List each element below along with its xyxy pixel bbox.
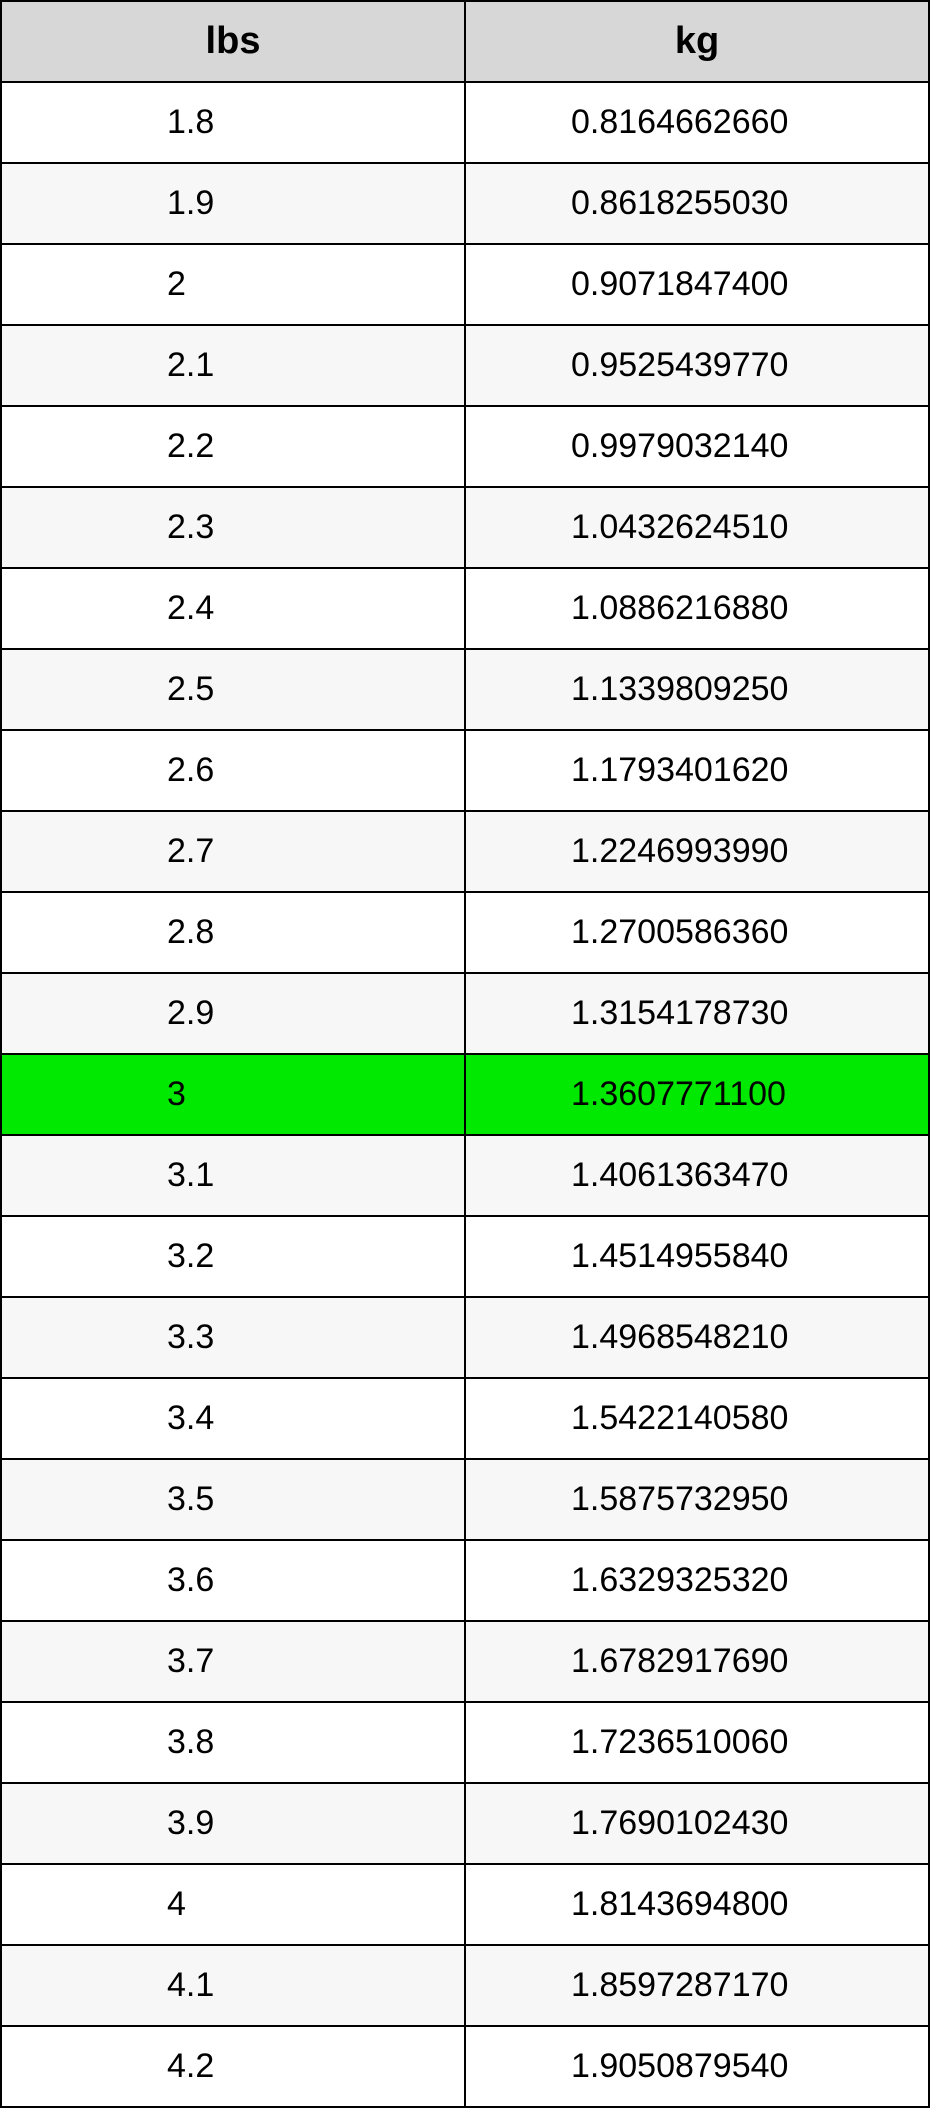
table-row: 3.5 1.5875732950: [1, 1459, 929, 1540]
kg-cell: 1.5875732950: [465, 1459, 929, 1540]
lbs-cell: 2.3: [1, 487, 465, 568]
kg-cell: 1.2700586360: [465, 892, 929, 973]
table-row: 3.1 1.4061363470: [1, 1135, 929, 1216]
table-row: 2.1 0.9525439770: [1, 325, 929, 406]
kg-cell: 1.1339809250: [465, 649, 929, 730]
table-row: 3.6 1.6329325320: [1, 1540, 929, 1621]
kg-cell: 0.9525439770: [465, 325, 929, 406]
lbs-cell: 4: [1, 1864, 465, 1945]
table-row: 1.8 0.8164662660: [1, 82, 929, 163]
table-row: 3.9 1.7690102430: [1, 1783, 929, 1864]
table-row: 2.7 1.2246993990: [1, 811, 929, 892]
lbs-cell: 2.7: [1, 811, 465, 892]
kg-cell: 1.0432624510: [465, 487, 929, 568]
table-row: 3.4 1.5422140580: [1, 1378, 929, 1459]
lbs-cell: 3.8: [1, 1702, 465, 1783]
kg-cell: 1.8143694800: [465, 1864, 929, 1945]
kg-cell: 1.1793401620: [465, 730, 929, 811]
lbs-cell: 3.4: [1, 1378, 465, 1459]
lbs-cell: 2.9: [1, 973, 465, 1054]
table-row: 2.4 1.0886216880: [1, 568, 929, 649]
table-row: 2.5 1.1339809250: [1, 649, 929, 730]
kg-cell: 1.6329325320: [465, 1540, 929, 1621]
kg-cell: 1.5422140580: [465, 1378, 929, 1459]
column-header-lbs: lbs: [1, 1, 465, 82]
table-row-highlighted: 3 1.3607771100: [1, 1054, 929, 1135]
table-row: 4 1.8143694800: [1, 1864, 929, 1945]
table-row: 4.1 1.8597287170: [1, 1945, 929, 2026]
table-row: 3.2 1.4514955840: [1, 1216, 929, 1297]
table-row: 2 0.9071847400: [1, 244, 929, 325]
lbs-cell: 4.2: [1, 2026, 465, 2107]
kg-cell: 1.3607771100: [465, 1054, 929, 1135]
kg-cell: 0.9979032140: [465, 406, 929, 487]
lbs-cell: 2.4: [1, 568, 465, 649]
kg-cell: 0.9071847400: [465, 244, 929, 325]
lbs-cell: 3.5: [1, 1459, 465, 1540]
table-row: 3.7 1.6782917690: [1, 1621, 929, 1702]
lbs-cell: 3.7: [1, 1621, 465, 1702]
lbs-cell: 2.5: [1, 649, 465, 730]
table-row: 1.9 0.8618255030: [1, 163, 929, 244]
kg-cell: 1.7690102430: [465, 1783, 929, 1864]
lbs-cell: 1.8: [1, 82, 465, 163]
lbs-cell: 2.2: [1, 406, 465, 487]
column-header-kg: kg: [465, 1, 929, 82]
table-header-row: lbs kg: [1, 1, 929, 82]
lbs-cell: 2: [1, 244, 465, 325]
lbs-cell: 2.6: [1, 730, 465, 811]
kg-cell: 0.8618255030: [465, 163, 929, 244]
table-row: 2.9 1.3154178730: [1, 973, 929, 1054]
lbs-cell: 3: [1, 1054, 465, 1135]
table-row: 2.2 0.9979032140: [1, 406, 929, 487]
table-row: 2.3 1.0432624510: [1, 487, 929, 568]
lbs-cell: 3.1: [1, 1135, 465, 1216]
kg-cell: 1.0886216880: [465, 568, 929, 649]
kg-cell: 1.3154178730: [465, 973, 929, 1054]
table-row: 2.8 1.2700586360: [1, 892, 929, 973]
lbs-cell: 2.1: [1, 325, 465, 406]
kg-cell: 1.4514955840: [465, 1216, 929, 1297]
kg-cell: 1.6782917690: [465, 1621, 929, 1702]
conversion-table: lbs kg 1.8 0.8164662660 1.9 0.8618255030…: [0, 0, 930, 2108]
kg-cell: 1.7236510060: [465, 1702, 929, 1783]
kg-cell: 1.9050879540: [465, 2026, 929, 2107]
table-row: 3.3 1.4968548210: [1, 1297, 929, 1378]
kg-cell: 1.2246993990: [465, 811, 929, 892]
table-row: 3.8 1.7236510060: [1, 1702, 929, 1783]
table-row: 2.6 1.1793401620: [1, 730, 929, 811]
kg-cell: 1.8597287170: [465, 1945, 929, 2026]
lbs-cell: 3.6: [1, 1540, 465, 1621]
lbs-cell: 3.3: [1, 1297, 465, 1378]
lbs-cell: 2.8: [1, 892, 465, 973]
lbs-cell: 3.9: [1, 1783, 465, 1864]
table-row: 4.2 1.9050879540: [1, 2026, 929, 2107]
table-body: 1.8 0.8164662660 1.9 0.8618255030 2 0.90…: [1, 82, 929, 2107]
lbs-cell: 3.2: [1, 1216, 465, 1297]
kg-cell: 1.4061363470: [465, 1135, 929, 1216]
kg-cell: 0.8164662660: [465, 82, 929, 163]
kg-cell: 1.4968548210: [465, 1297, 929, 1378]
lbs-cell: 4.1: [1, 1945, 465, 2026]
lbs-cell: 1.9: [1, 163, 465, 244]
